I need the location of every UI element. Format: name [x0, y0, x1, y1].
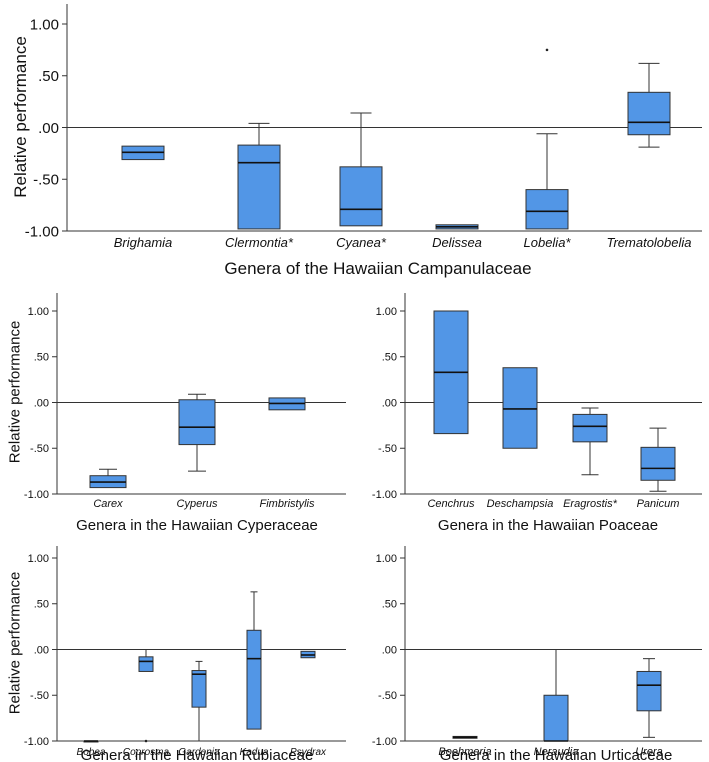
panel-poaceae: -1.00 -.50 .00 .50 1.00 Cenchrus Deschampsia Er…: [372, 293, 702, 534]
y-tick-label: -.50: [33, 172, 59, 189]
category-label: Kadua: [240, 747, 269, 758]
y-tick-label: -.50: [378, 443, 397, 455]
y-tick-label: -1.00: [24, 489, 49, 501]
y-tick-label: -1.00: [372, 736, 397, 748]
y-tick-label: .00: [382, 397, 397, 409]
y-tick-label: .50: [382, 352, 397, 364]
box-eragrostis: [572, 407, 608, 476]
box-gardenia: [191, 660, 207, 742]
y-tick-label: 1.00: [28, 306, 49, 318]
category-label: Cenchrus: [427, 498, 475, 510]
box-body: [636, 670, 662, 712]
y-tick-label: .00: [34, 644, 49, 656]
y-tick-label: -1.00: [25, 223, 59, 240]
box-brighamia: [121, 145, 165, 161]
box-bobea: [83, 740, 99, 743]
box-body: [191, 670, 207, 708]
box-body: [525, 189, 569, 230]
category-label: Trematolobelia: [606, 235, 691, 250]
box-body: [543, 694, 569, 742]
y-axis-title: Relative performance: [6, 572, 23, 715]
box-lobelia: [525, 133, 569, 230]
box-body: [572, 413, 608, 443]
box-body: [502, 367, 538, 449]
y-tick-label: -.50: [30, 443, 49, 455]
box-deschampsia: [502, 367, 538, 449]
y-tick-label: .50: [34, 352, 49, 364]
category-label: Lobelia*: [524, 235, 572, 250]
outlier-point: [545, 48, 549, 52]
category-label: Cyanea*: [336, 235, 387, 250]
y-tick-label: .50: [382, 599, 397, 611]
box-kadua: [246, 591, 262, 730]
box-cenchrus: [433, 310, 469, 435]
category-label: Bobea: [77, 747, 106, 758]
category-label: Panicum: [637, 498, 680, 510]
y-tick-label: -.50: [378, 690, 397, 702]
category-label: Gardenia: [178, 747, 220, 758]
y-tick-label: -1.00: [24, 736, 49, 748]
box-body: [178, 399, 216, 446]
category-label: Delissea: [432, 235, 482, 250]
category-label: Eragrostis*: [563, 498, 618, 510]
box-body: [627, 91, 671, 136]
category-label: Cyperus: [177, 498, 218, 510]
y-tick-label: 1.00: [376, 306, 397, 318]
box-body: [138, 656, 154, 672]
category-label: Neraudia: [534, 746, 579, 758]
box-clermontia: [237, 122, 281, 230]
panel-cyperaceae: -1.00 -.50 .00 .50 1.00 Carex Cyperus Fimbristy…: [6, 293, 346, 534]
category-label: Clermontia*: [225, 235, 294, 250]
box-panicum: [640, 427, 676, 492]
box-fimbristylis: [268, 397, 306, 411]
panel-campanulaceae: -1.00 -.50 .00 .50 1.00 Brighamia Clermontia* C…: [11, 4, 702, 278]
category-label: Fimbristylis: [260, 498, 315, 510]
box-body: [246, 629, 262, 730]
y-tick-label: .00: [38, 120, 59, 137]
x-axis-title: Genera in the Hawaiian Cyperaceae: [76, 517, 318, 534]
category-label: Psydrax: [290, 747, 327, 758]
category-label: Carex: [93, 498, 123, 510]
y-axis-title: Relative performance: [11, 36, 30, 198]
y-tick-label: .50: [38, 68, 59, 85]
box-trematolobelia: [627, 62, 671, 148]
y-tick-label: -1.00: [372, 489, 397, 501]
category-label: Urera: [635, 746, 663, 758]
category-label: Boehmeria: [438, 746, 491, 758]
y-axis-title: Relative performance: [6, 321, 23, 464]
box-carex: [89, 468, 127, 489]
box-delissea: [435, 224, 479, 230]
box-body: [640, 446, 676, 481]
y-tick-label: -.50: [30, 690, 49, 702]
y-tick-label: 1.00: [376, 553, 397, 565]
box-neraudia: [543, 649, 569, 742]
y-tick-label: 1.00: [28, 553, 49, 565]
outlier-point: [144, 739, 148, 743]
y-tick-label: .00: [382, 644, 397, 656]
box-cyperus: [178, 393, 216, 472]
y-tick-label: .50: [34, 599, 49, 611]
x-axis-title: Genera of the Hawaiian Campanulaceae: [224, 259, 531, 278]
x-axis-title: Genera in the Hawaiian Urticaceae: [440, 747, 673, 762]
box-boehmeria: [452, 735, 478, 739]
panel-urticaceae: -1.00 -.50 .00 .50 1.00 Boehmeria Neraudia Urer…: [372, 546, 702, 762]
box-body: [237, 144, 281, 230]
x-axis-title: Genera in the Hawaiian Poaceae: [438, 517, 658, 534]
category-label: Deschampsia: [487, 498, 554, 510]
box-cyanea: [339, 112, 383, 227]
box-psydrax: [300, 650, 316, 659]
category-label: Coprosma: [123, 747, 170, 758]
category-label: Brighamia: [114, 235, 173, 250]
box-coprosma: [138, 649, 154, 672]
box-urera: [636, 658, 662, 738]
x-axis-title: Genera in the Hawaiian Rubiaceae: [81, 747, 314, 762]
y-tick-label: .00: [34, 397, 49, 409]
box-body: [339, 166, 383, 227]
panel-rubiaceae: -1.00 -.50 .00 .50 1.00 Bobea Coprosma Gardenia…: [6, 546, 346, 762]
y-tick-label: 1.00: [30, 16, 59, 33]
